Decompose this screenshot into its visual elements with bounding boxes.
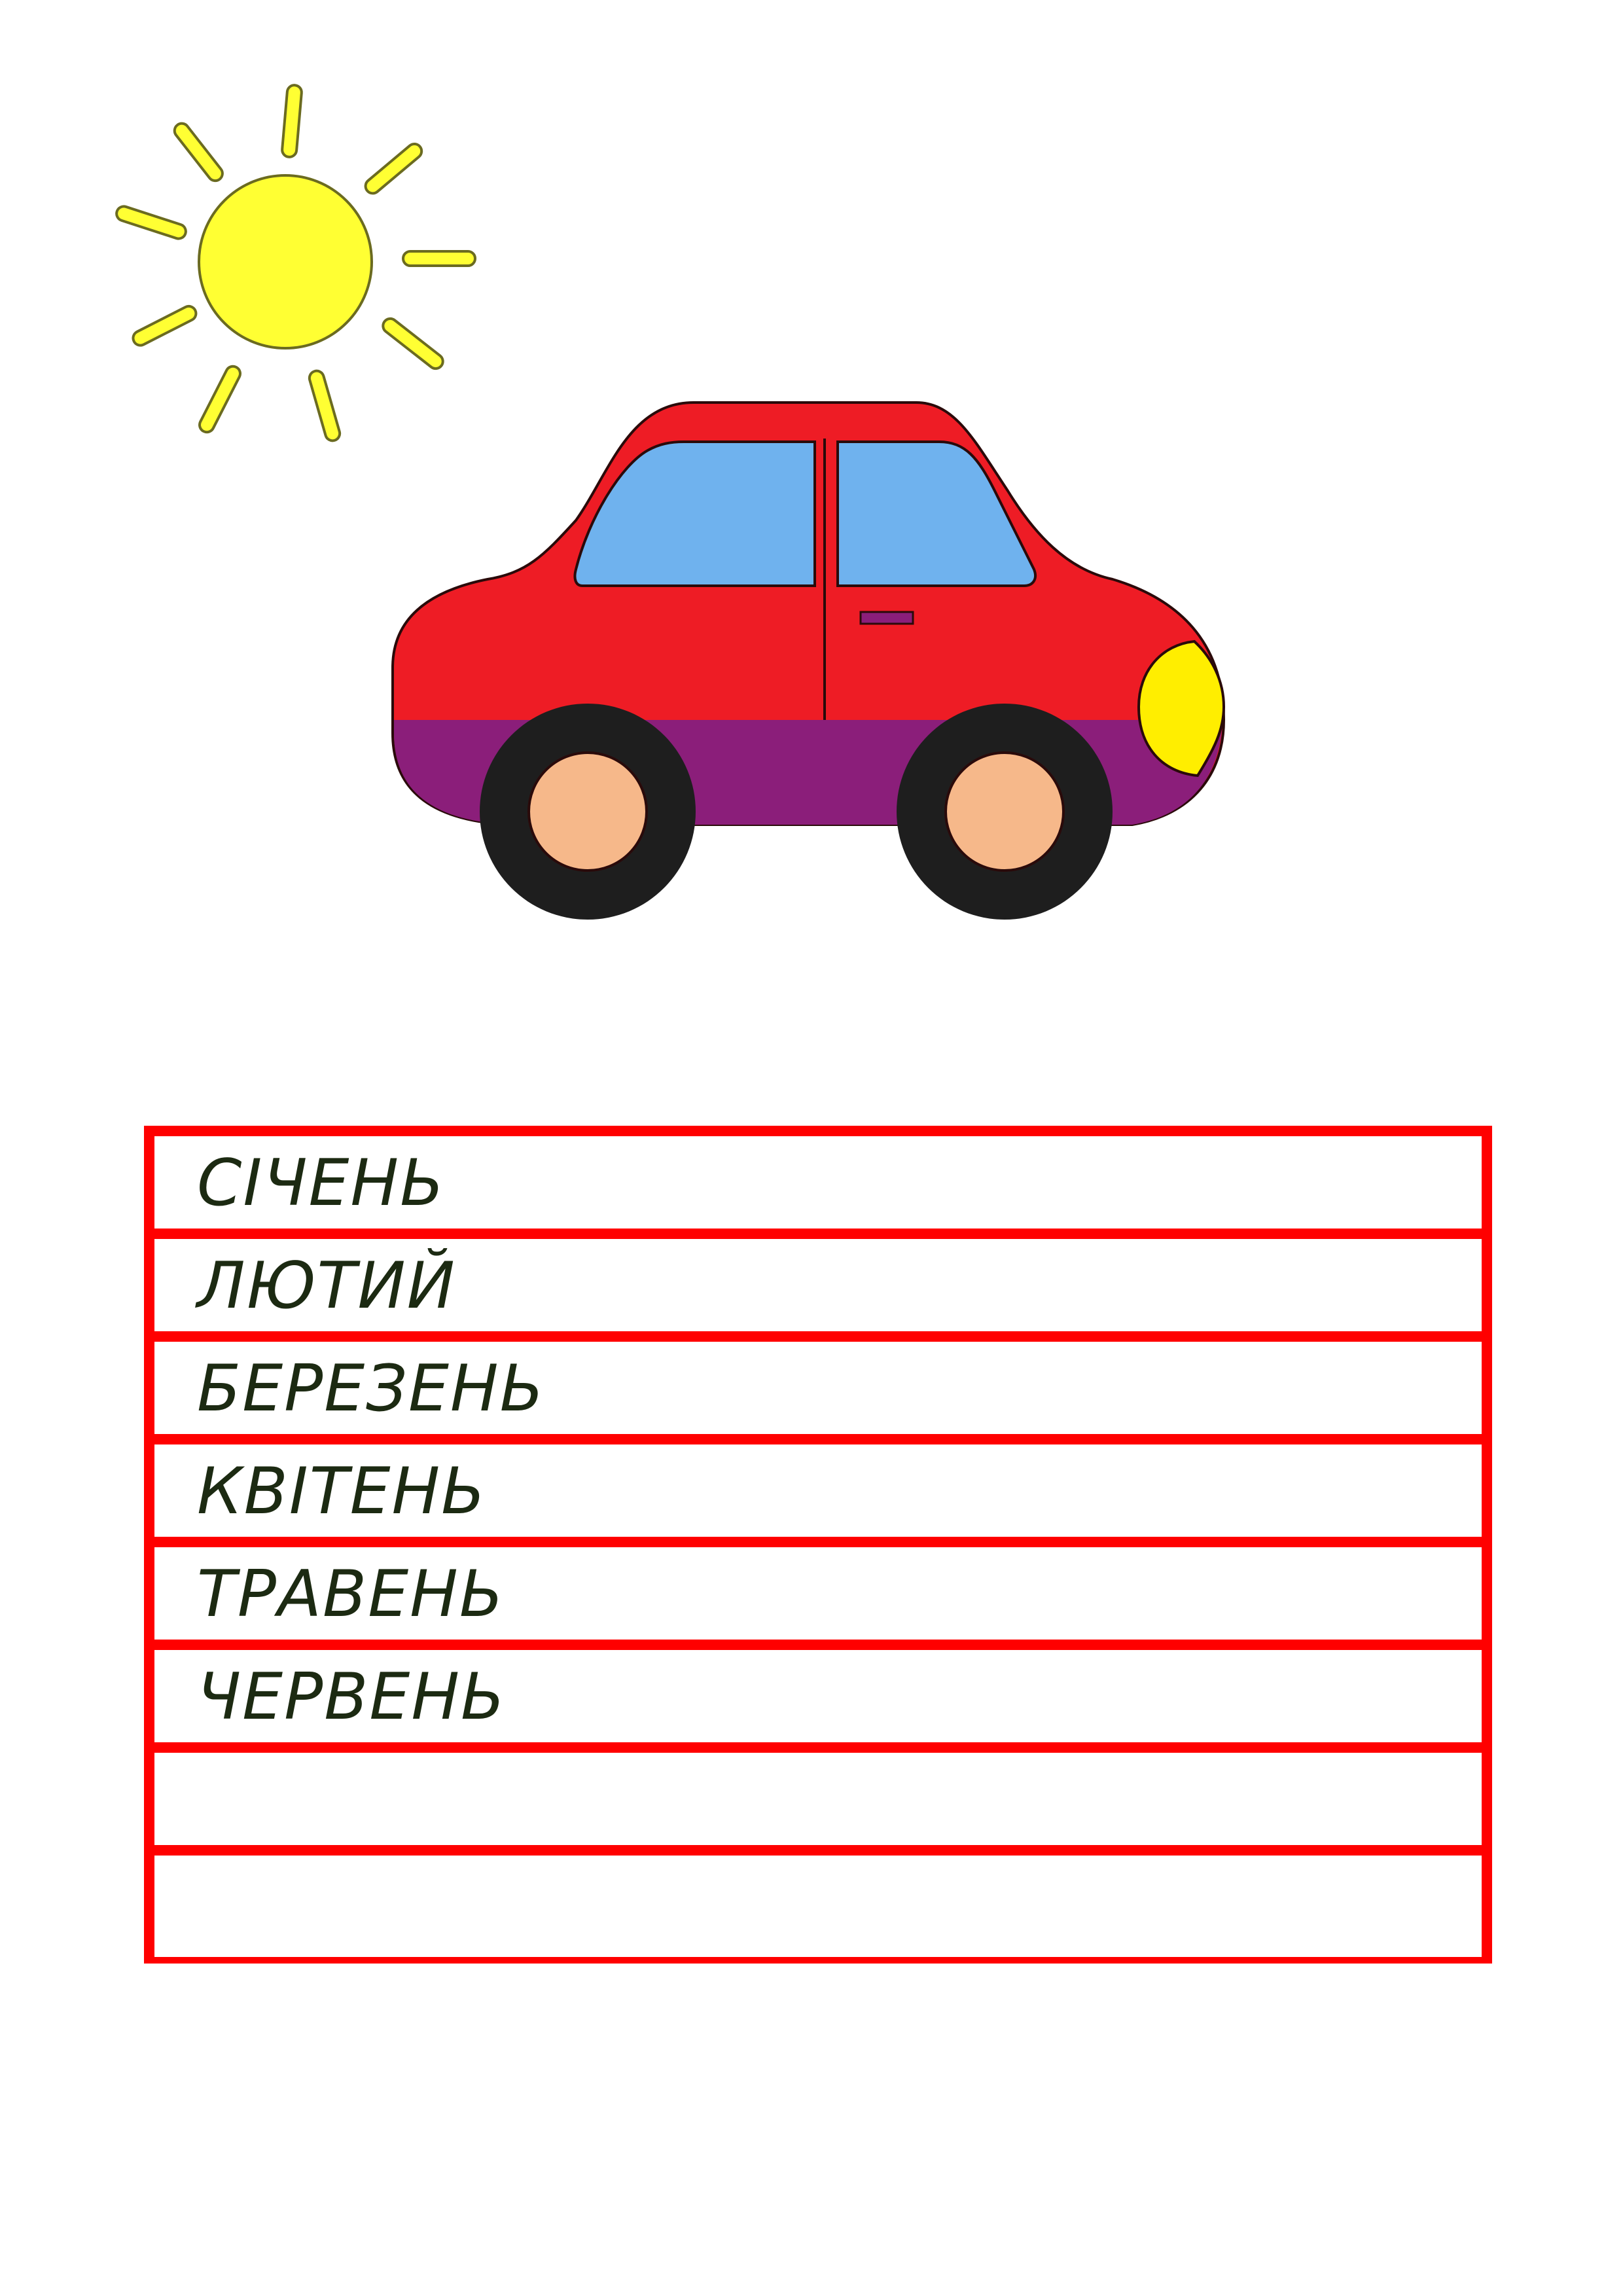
month-row: КВІТЕНЬ [154, 1444, 1482, 1547]
month-row: ЛЮТИЙ [154, 1239, 1482, 1342]
sun-illustration [115, 84, 476, 442]
month-label: ЧЕРВЕНЬ [197, 1660, 507, 1734]
car-door-handle [859, 611, 914, 625]
month-row-empty [154, 1753, 1482, 1856]
month-label: КВІТЕНЬ [197, 1454, 487, 1529]
sun-ray [173, 122, 224, 183]
month-label: СІЧЕНЬ [197, 1146, 446, 1221]
car-rear-wheel [480, 704, 696, 920]
sun-ray [402, 250, 476, 267]
car-rear-window [573, 440, 816, 587]
month-row: БЕРЕЗЕНЬ [154, 1342, 1482, 1444]
month-label: ЛЮТИЙ [197, 1249, 456, 1323]
sun-ray [115, 205, 187, 240]
sun-disc [198, 174, 373, 350]
car-headlight [1137, 639, 1226, 778]
sun-ray [132, 304, 198, 347]
sun-ray [364, 143, 423, 195]
car-front-window [836, 440, 1037, 587]
sun-ray [198, 365, 241, 434]
month-row-empty [154, 1856, 1482, 1958]
month-label: БЕРЕЗЕНЬ [197, 1352, 545, 1426]
sun-ray [308, 369, 342, 442]
month-row: СІЧЕНЬ [154, 1136, 1482, 1239]
month-row: ЧЕРВЕНЬ [154, 1650, 1482, 1753]
car-illustration [391, 401, 1226, 920]
months-table: СІЧЕНЬ ЛЮТИЙ БЕРЕЗЕНЬ КВІТЕНЬ ТРАВЕНЬ ЧЕ… [144, 1126, 1492, 1964]
sun-ray [281, 84, 303, 158]
month-row: ТРАВЕНЬ [154, 1547, 1482, 1650]
car-front-wheel [897, 704, 1113, 920]
month-label: ТРАВЕНЬ [197, 1557, 505, 1632]
sun-ray [382, 317, 444, 370]
